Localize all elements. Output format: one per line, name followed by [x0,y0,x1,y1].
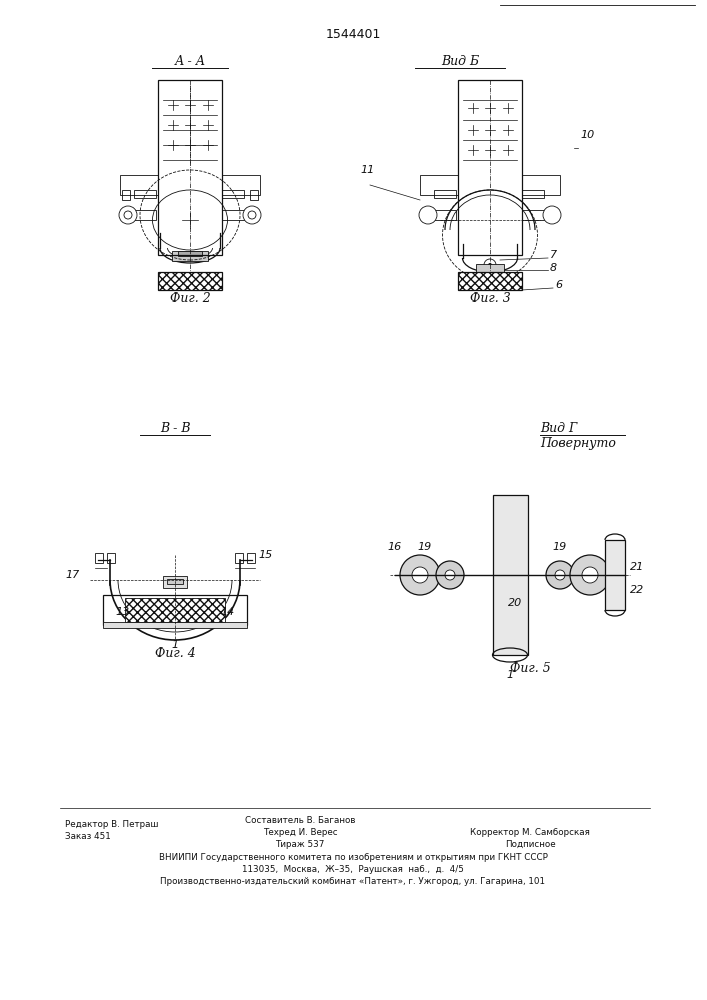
Text: Техред И. Верес: Техред И. Верес [263,828,337,837]
Text: Заказ 451: Заказ 451 [65,832,111,841]
Text: 11: 11 [360,165,374,175]
Bar [434,190,456,198]
Text: 19: 19 [418,542,432,552]
Bar [125,598,225,622]
Circle shape [243,206,261,224]
Text: 22: 22 [630,585,644,595]
Text: Фиг. 2: Фиг. 2 [170,292,211,305]
Bar [522,210,544,220]
Circle shape [555,570,565,580]
Bar [434,210,456,220]
Text: Подписное: Подписное [505,840,555,849]
Bar [458,80,522,255]
Bar [522,190,544,198]
Text: Фиг. 5: Фиг. 5 [510,662,550,675]
Text: Фиг. 4: Фиг. 4 [155,647,195,660]
Bar [103,595,247,625]
Text: В - В: В - В [160,422,190,435]
Text: 20: 20 [508,598,522,608]
Text: Фиг. 3: Фиг. 3 [469,292,510,305]
Bar [158,80,222,255]
Bar [103,622,247,628]
Text: Тираж 537: Тираж 537 [275,840,325,849]
Bar [158,272,222,290]
Circle shape [484,259,496,271]
Text: 15: 15 [258,550,272,560]
Text: 8: 8 [550,263,557,273]
Bar [420,175,458,195]
Text: А - А: А - А [175,55,206,68]
Circle shape [582,567,598,583]
Circle shape [436,561,464,589]
Bar [605,540,625,610]
Text: 17: 17 [66,570,80,580]
Text: 14: 14 [221,607,235,617]
Bar [120,175,158,195]
Circle shape [570,555,610,595]
Bar [476,264,504,272]
Bar [95,553,103,563]
Bar [235,553,243,563]
Text: Повернуто: Повернуто [540,437,616,450]
Bar [522,175,560,195]
Text: 113035,  Москва,  Ж–35,  Раушская  наб.,  д.  4/5: 113035, Москва, Ж–35, Раушская наб., д. … [242,865,464,874]
Bar [222,210,244,220]
Circle shape [488,263,492,267]
Bar [134,210,156,220]
Bar [172,251,208,261]
Text: 21: 21 [630,562,644,572]
Text: Производственно-издательский комбинат «Патент», г. Ужгород, ул. Гагарина, 101: Производственно-издательский комбинат «П… [160,877,546,886]
Text: 10: 10 [580,130,595,140]
Bar [250,190,258,200]
Text: ВНИИПИ Государственного комитета по изобретениям и открытиям при ГКНТ СССР: ВНИИПИ Государственного комитета по изоб… [158,853,547,862]
Bar [107,553,115,563]
Circle shape [543,206,561,224]
Circle shape [419,206,437,224]
Text: 1: 1 [506,670,513,680]
Bar [122,190,130,200]
Circle shape [546,561,574,589]
Bar [493,495,528,655]
Text: 6: 6 [555,280,562,290]
Bar [222,190,244,198]
Text: Корректор М. Самборская: Корректор М. Самборская [470,828,590,837]
Bar [163,576,187,588]
Text: Вид Б: Вид Б [441,55,479,68]
Circle shape [412,567,428,583]
Text: 19: 19 [553,542,567,552]
Bar [247,553,255,563]
Circle shape [400,555,440,595]
Text: 13: 13 [115,607,129,617]
Bar [167,579,183,584]
Text: Редактор В. Петраш: Редактор В. Петраш [65,820,158,829]
Circle shape [445,570,455,580]
Text: 1: 1 [171,640,179,650]
Bar [458,272,522,290]
Text: 16: 16 [388,542,402,552]
Text: 7: 7 [550,250,557,260]
Text: 1544401: 1544401 [325,28,380,41]
Text: Составитель В. Баганов: Составитель В. Баганов [245,816,355,825]
Bar [134,190,156,198]
Text: Вид Г: Вид Г [540,422,577,435]
Bar [178,251,202,256]
Bar [222,175,260,195]
Circle shape [119,206,137,224]
